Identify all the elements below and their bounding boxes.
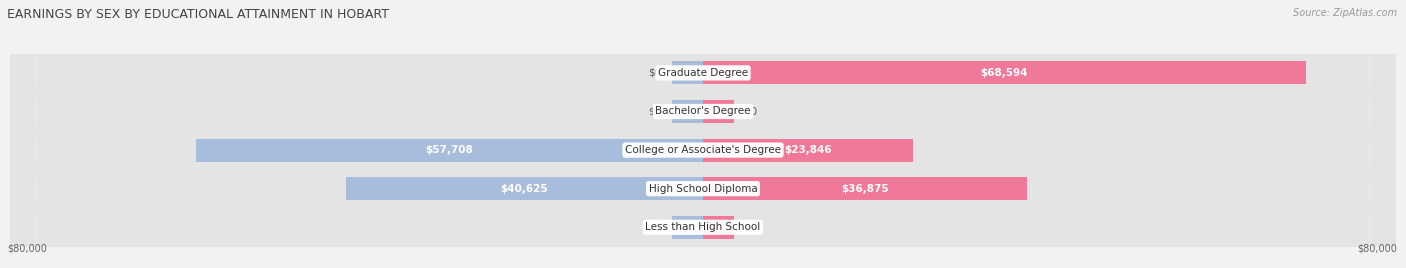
FancyBboxPatch shape (10, 0, 1395, 268)
Text: $0: $0 (744, 222, 758, 232)
Text: College or Associate's Degree: College or Associate's Degree (626, 145, 780, 155)
Bar (703, 216, 734, 239)
Text: Source: ZipAtlas.com: Source: ZipAtlas.com (1294, 8, 1398, 18)
Text: $0: $0 (648, 68, 662, 78)
FancyBboxPatch shape (10, 0, 1395, 268)
FancyBboxPatch shape (10, 0, 1395, 268)
Bar (703, 139, 912, 162)
Text: $80,000: $80,000 (7, 244, 46, 254)
Text: $0: $0 (648, 222, 662, 232)
Bar (703, 100, 734, 123)
FancyBboxPatch shape (10, 0, 1395, 268)
Bar (672, 61, 703, 84)
FancyBboxPatch shape (10, 0, 1395, 268)
Bar (672, 216, 703, 239)
Text: $68,594: $68,594 (980, 68, 1028, 78)
Text: $0: $0 (648, 106, 662, 117)
Text: High School Diploma: High School Diploma (648, 184, 758, 194)
Bar (672, 100, 703, 123)
Text: $57,708: $57,708 (426, 145, 474, 155)
Text: $36,875: $36,875 (841, 184, 889, 194)
Bar (195, 139, 703, 162)
Text: $23,846: $23,846 (785, 145, 831, 155)
Text: $0: $0 (744, 106, 758, 117)
Bar (703, 61, 1306, 84)
Text: Graduate Degree: Graduate Degree (658, 68, 748, 78)
Bar (346, 177, 703, 200)
Text: $80,000: $80,000 (1358, 244, 1398, 254)
Bar (703, 177, 1026, 200)
Text: $40,625: $40,625 (501, 184, 548, 194)
Text: EARNINGS BY SEX BY EDUCATIONAL ATTAINMENT IN HOBART: EARNINGS BY SEX BY EDUCATIONAL ATTAINMEN… (7, 8, 389, 21)
Text: Less than High School: Less than High School (645, 222, 761, 232)
Text: Bachelor's Degree: Bachelor's Degree (655, 106, 751, 117)
